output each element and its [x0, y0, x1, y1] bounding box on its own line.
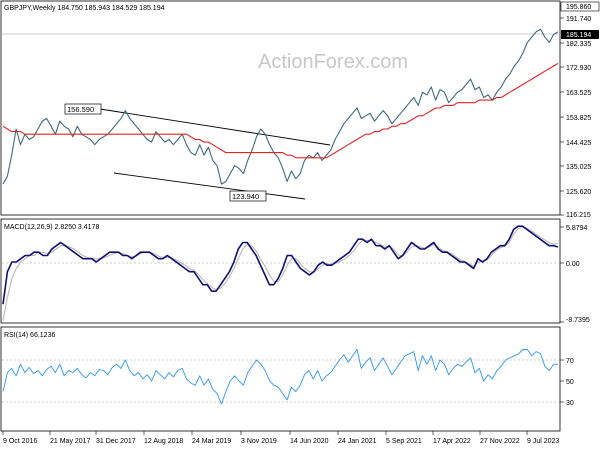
price-tick-label: 116.215 [566, 212, 591, 219]
x-tick-label: 21 May 2017 [50, 438, 91, 445]
channel-lower-line [113, 172, 306, 200]
x-tick-label: 24 Jan 2021 [338, 438, 377, 445]
price-tick-label: 153.825 [566, 115, 591, 122]
macd-tick-label: -8.7395 [566, 317, 590, 324]
rsi-tick-label: 70 [566, 358, 574, 365]
x-tick-label: 5 Sep 2021 [386, 438, 422, 445]
price-series-group [2, 28, 559, 185]
x-tick-label: 14 Jun 2020 [290, 438, 329, 445]
x-tick-label: 24 Mar 2019 [192, 438, 231, 445]
rsi-line [2, 349, 558, 405]
high-annotation-box [64, 103, 102, 115]
x-tick-label: 9 Jul 2023 [527, 438, 559, 445]
rsi-tick-label: 50 [566, 379, 574, 386]
macd-line [2, 225, 559, 305]
price-tick-label: 144.425 [566, 140, 591, 147]
price-tick-label: 163.525 [566, 90, 591, 97]
price-tick-label: 191.740 [566, 16, 591, 23]
x-tick-label: 27 Nov 2022 [480, 438, 520, 445]
price-series-line [2, 28, 559, 185]
watermark: ActionForex.com [258, 51, 408, 73]
low-annotation: 123.940 [232, 192, 259, 201]
price-tick-label: 182.335 [566, 41, 591, 48]
x-tick-label: 31 Dec 2017 [96, 438, 136, 445]
rsi-panel-frame [0, 326, 561, 432]
macd-tick-label: 0.00 [566, 261, 580, 268]
channel-upper-line [99, 108, 331, 146]
macd-tick-label: 5.8794 [566, 225, 588, 232]
x-tick-label: 3 Nov 2019 [241, 438, 277, 445]
low-annotation-box [229, 190, 267, 202]
price-title: GBPJPY,Weekly 184.750 185.943 184.529 18… [4, 5, 165, 12]
rsi-series-group [2, 349, 558, 405]
price-tick-label: 195.860 [566, 4, 591, 11]
high-annotation: 156.590 [67, 105, 94, 114]
macd-panel-frame [0, 218, 561, 324]
macd-title: MACD(12,26,9) 2.8250 3.4178 [4, 224, 99, 231]
price-tick-label: 135.025 [566, 164, 591, 171]
x-tick-label: 12 Aug 2018 [144, 438, 183, 445]
price-tick-label: 172.930 [566, 65, 591, 72]
rsi-tick-label: 30 [566, 400, 574, 407]
price-tick-label: 125.620 [566, 189, 591, 196]
macd-series-group [2, 225, 559, 321]
rsi-title: RSI(14) 66.1236 [4, 332, 55, 339]
current-price-box [561, 30, 599, 39]
moving-average-line [2, 62, 559, 159]
price-top-label-box [560, 1, 600, 12]
x-tick-label: 17 Apr 2022 [433, 438, 471, 445]
x-tick-label: 9 Oct 2016 [3, 438, 37, 445]
current-price-label: 185.194 [566, 32, 591, 39]
